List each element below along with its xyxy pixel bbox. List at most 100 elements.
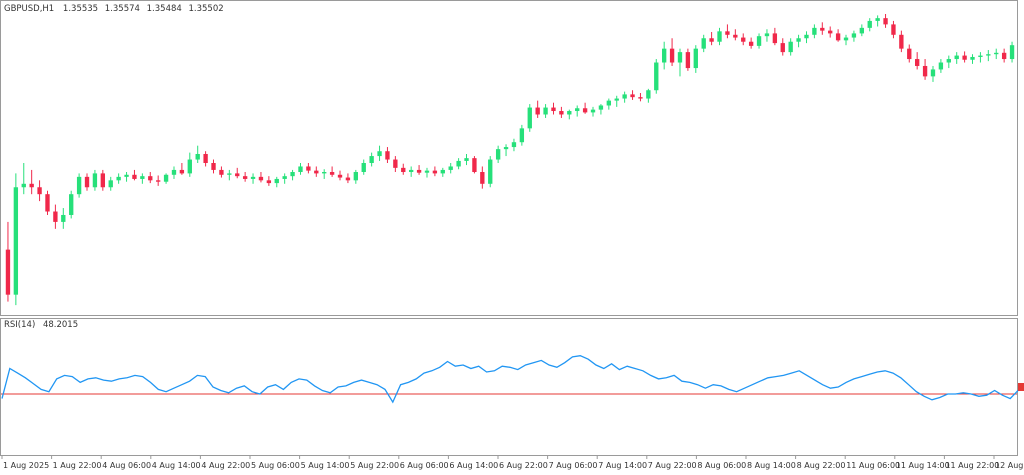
candle[interactable] — [472, 156, 477, 174]
candle[interactable] — [978, 52, 983, 63]
candle[interactable] — [859, 24, 865, 37]
candle[interactable] — [733, 29, 738, 41]
candle[interactable] — [140, 173, 145, 184]
candle[interactable] — [946, 55, 951, 69]
candle[interactable] — [582, 102, 588, 114]
candle[interactable] — [148, 172, 153, 184]
candle[interactable] — [5, 221, 11, 302]
candle[interactable] — [614, 95, 619, 107]
candle[interactable] — [13, 173, 19, 306]
candle[interactable] — [646, 88, 651, 103]
candle[interactable] — [638, 93, 643, 102]
candle[interactable] — [796, 34, 801, 48]
candle[interactable] — [440, 167, 445, 177]
candle[interactable] — [266, 176, 272, 186]
candle[interactable] — [535, 100, 540, 118]
candle[interactable] — [669, 38, 675, 66]
candle[interactable] — [986, 50, 991, 62]
candle[interactable] — [124, 172, 129, 182]
candle[interactable] — [725, 24, 730, 39]
candle[interactable] — [163, 173, 169, 184]
candle[interactable] — [92, 169, 98, 191]
candle[interactable] — [1001, 48, 1007, 63]
candle[interactable] — [187, 152, 192, 177]
candle[interactable] — [424, 167, 430, 178]
candle[interactable] — [780, 38, 785, 56]
candle[interactable] — [922, 59, 928, 80]
candle[interactable] — [606, 98, 612, 110]
candle[interactable] — [685, 48, 691, 71]
candle[interactable] — [353, 169, 359, 184]
candle[interactable] — [962, 51, 967, 63]
candle[interactable] — [377, 145, 382, 161]
candle[interactable] — [907, 44, 912, 63]
candle[interactable] — [448, 163, 453, 174]
candle[interactable] — [322, 169, 327, 179]
candle[interactable] — [543, 104, 548, 118]
candle[interactable] — [590, 106, 596, 117]
candle[interactable] — [495, 145, 501, 163]
candle[interactable] — [701, 34, 706, 53]
candle[interactable] — [630, 90, 635, 100]
candle[interactable] — [337, 170, 343, 181]
candle[interactable] — [764, 29, 770, 42]
rsi-panel[interactable] — [0, 318, 1018, 456]
candle[interactable] — [970, 54, 975, 64]
candle[interactable] — [693, 45, 698, 73]
candle[interactable] — [480, 166, 485, 189]
candle[interactable] — [329, 166, 335, 177]
candle[interactable] — [804, 31, 809, 44]
candle[interactable] — [828, 26, 833, 38]
candle[interactable] — [171, 166, 177, 179]
candle[interactable] — [622, 91, 627, 103]
candle[interactable] — [69, 190, 74, 219]
candle[interactable] — [527, 104, 532, 132]
candle[interactable] — [108, 176, 113, 191]
candle[interactable] — [203, 151, 208, 167]
candle[interactable] — [408, 166, 414, 177]
candle[interactable] — [551, 102, 556, 115]
candle[interactable] — [891, 20, 896, 39]
candle[interactable] — [788, 38, 793, 56]
candle[interactable] — [661, 41, 667, 70]
candle[interactable] — [464, 153, 469, 166]
candle[interactable] — [179, 163, 185, 175]
candle[interactable] — [416, 165, 422, 175]
candle[interactable] — [235, 167, 240, 179]
candle[interactable] — [559, 106, 564, 118]
candle[interactable] — [314, 166, 319, 177]
candle[interactable] — [954, 52, 959, 64]
candle[interactable] — [994, 48, 999, 60]
candle[interactable] — [345, 173, 351, 184]
candle[interactable] — [219, 166, 224, 178]
candle[interactable] — [393, 156, 398, 173]
candle[interactable] — [45, 190, 50, 215]
candle[interactable] — [195, 145, 200, 163]
candle[interactable] — [598, 104, 604, 115]
candle[interactable] — [250, 173, 256, 184]
candle[interactable] — [748, 37, 754, 49]
candle[interactable] — [812, 24, 817, 39]
candle[interactable] — [772, 27, 778, 46]
candle[interactable] — [851, 30, 857, 42]
candle[interactable] — [488, 156, 493, 188]
candle[interactable] — [298, 163, 303, 175]
candle[interactable] — [21, 163, 26, 195]
candle[interactable] — [756, 33, 762, 49]
candle[interactable] — [242, 172, 248, 182]
candle[interactable] — [155, 175, 161, 186]
candle[interactable] — [1009, 41, 1015, 63]
candle[interactable] — [432, 166, 438, 177]
candle[interactable] — [401, 163, 406, 175]
candle[interactable] — [61, 208, 66, 229]
candle[interactable] — [843, 34, 849, 46]
candle[interactable] — [227, 169, 232, 181]
candle[interactable] — [211, 159, 216, 174]
candle[interactable] — [282, 173, 287, 184]
candle[interactable] — [456, 158, 461, 170]
candle[interactable] — [116, 173, 121, 184]
candle[interactable] — [53, 204, 58, 229]
candle[interactable] — [100, 169, 106, 191]
candle[interactable] — [709, 32, 714, 46]
